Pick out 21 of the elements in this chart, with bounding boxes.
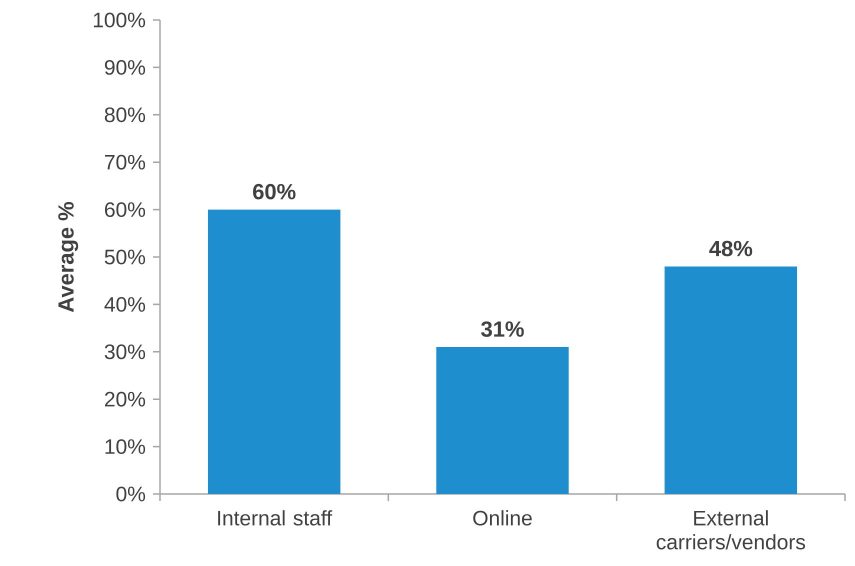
y-tick-label: 80%	[104, 107, 146, 122]
data-label: 60%	[253, 184, 296, 200]
data-label: 31%	[481, 321, 524, 337]
bar	[208, 210, 340, 494]
y-tick-label: 60%	[105, 202, 146, 217]
y-tick-label: 0%	[116, 486, 146, 502]
bar	[436, 347, 569, 494]
y-axis-title: Average %	[58, 202, 78, 312]
y-tick-label: 100%	[94, 12, 146, 28]
x-tick-label: External carriers/vendors	[656, 510, 806, 550]
y-tick-label: 30%	[104, 344, 146, 360]
y-tick-label: 70%	[105, 154, 146, 170]
y-tick-label: 50%	[104, 250, 146, 264]
y-tick-label: 20%	[104, 392, 146, 407]
x-tick-label: Internal staff	[218, 510, 332, 526]
y-tick-label: 10%	[106, 439, 146, 454]
x-tick-label: Online	[473, 510, 532, 526]
bar	[664, 266, 798, 494]
y-tick-label: 40%	[104, 296, 146, 312]
y-tick-label: 90%	[104, 60, 146, 75]
data-label: 48%	[709, 240, 752, 256]
